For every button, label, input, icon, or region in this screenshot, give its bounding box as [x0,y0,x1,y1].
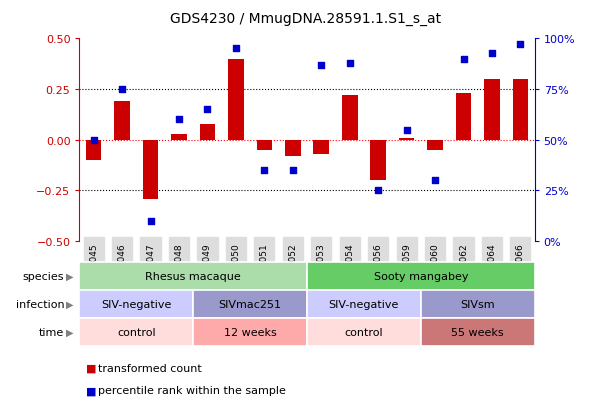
Point [260,168,269,174]
Point [145,218,155,225]
Point [373,188,383,195]
Bar [370,140,386,181]
Point [401,127,411,134]
Text: percentile rank within the sample: percentile rank within the sample [98,385,285,395]
Bar [171,134,187,140]
Text: transformed count: transformed count [98,363,202,373]
Text: SIVmac251: SIVmac251 [219,299,282,309]
Point [459,56,469,63]
Bar [399,138,414,140]
Point [430,178,440,184]
Bar [114,102,130,140]
Text: SIV-negative: SIV-negative [101,299,172,309]
Bar [228,59,244,140]
Text: SIV-negative: SIV-negative [329,299,399,309]
Text: ■: ■ [86,385,96,395]
Text: ■: ■ [86,363,96,373]
Text: control: control [117,327,156,337]
Point [487,50,497,57]
Bar [143,140,158,199]
Bar [513,80,529,140]
Text: ▶: ▶ [66,271,73,281]
Point [117,86,127,93]
Point [345,60,354,67]
Bar [342,96,357,140]
Text: time: time [39,327,64,337]
Bar [257,140,272,150]
Text: infection: infection [15,299,64,309]
Point [231,46,241,53]
Text: Sooty mangabey: Sooty mangabey [373,271,468,281]
Bar [285,140,301,157]
Point [316,62,326,69]
Bar [456,94,471,140]
Point [288,168,298,174]
Point [174,117,184,123]
Text: GDS4230 / MmugDNA.28591.1.S1_s_at: GDS4230 / MmugDNA.28591.1.S1_s_at [170,12,441,26]
Bar [200,124,215,140]
Bar [313,140,329,154]
Text: 55 weeks: 55 weeks [452,327,504,337]
Bar [427,140,443,150]
Text: Rhesus macaque: Rhesus macaque [145,271,241,281]
Point [89,137,98,144]
Text: species: species [23,271,64,281]
Bar [484,80,500,140]
Bar [86,140,101,161]
Text: ▶: ▶ [66,299,73,309]
Text: control: control [345,327,383,337]
Text: ▶: ▶ [66,327,73,337]
Point [516,42,525,49]
Point [203,107,213,113]
Text: SIVsm: SIVsm [461,299,495,309]
Text: 12 weeks: 12 weeks [224,327,277,337]
